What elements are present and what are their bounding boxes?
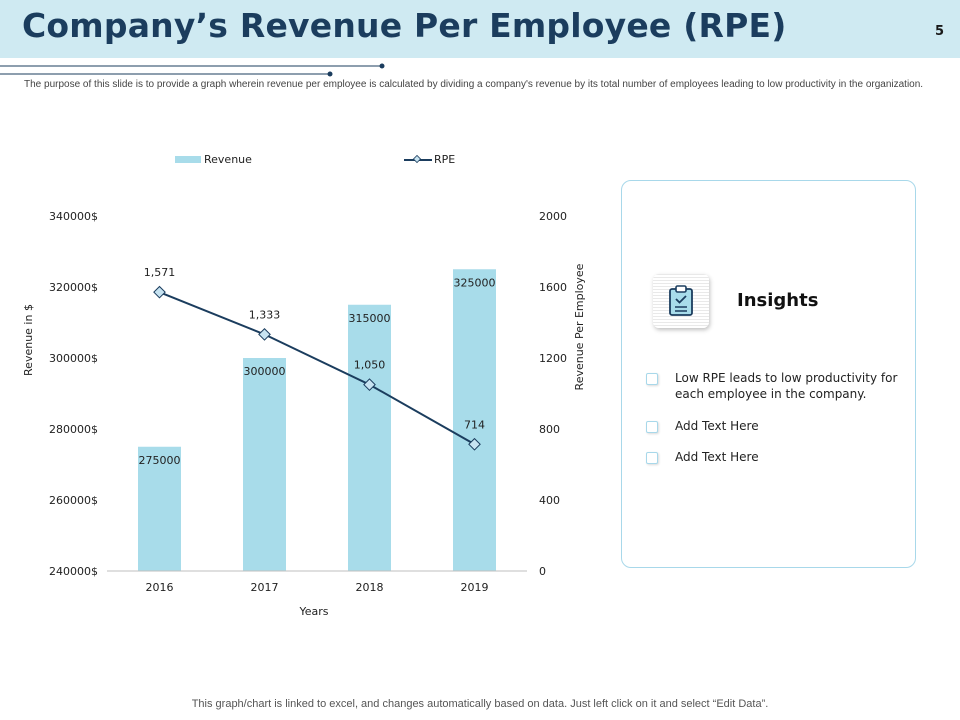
revenue-rpe-chart[interactable]: Revenue RPE 275000 300000 315000 325000 201… bbox=[0, 130, 600, 630]
legend-label-revenue: Revenue bbox=[204, 153, 252, 166]
y2-tick-label-400: 400 bbox=[539, 494, 560, 507]
footer-note: This graph/chart is linked to excel, and… bbox=[191, 698, 769, 710]
insight-item-3: Add Text Here bbox=[675, 450, 759, 464]
bar-revenue-2016 bbox=[138, 446, 181, 571]
insights-card bbox=[621, 180, 916, 568]
y2-tick-label-1200: 1200 bbox=[539, 352, 567, 365]
rpe-marker-2017 bbox=[258, 328, 271, 341]
bar-revenue-2019 bbox=[453, 269, 496, 571]
legend-swatch-revenue bbox=[175, 156, 201, 163]
x-tick-label-2016: 2016 bbox=[146, 581, 174, 594]
bar-revenue-2018 bbox=[348, 304, 391, 571]
rpe-label-2019: 714 bbox=[464, 418, 485, 431]
rpe-marker-2019 bbox=[468, 437, 481, 451]
header-bar bbox=[0, 0, 960, 58]
rpe-marker-2018 bbox=[363, 378, 376, 391]
y-tick-label-340000: 340000$ bbox=[49, 210, 98, 223]
line-series: 1,571 1,333 1,050 714 bbox=[144, 266, 485, 451]
y-tick-label-260000: 260000$ bbox=[49, 494, 98, 507]
y2-tick-label-1600: 1600 bbox=[539, 281, 567, 294]
bullet-checkbox-2 bbox=[646, 421, 658, 433]
chart-legend: Revenue RPE bbox=[175, 153, 455, 166]
x-tick-label-2019: 2019 bbox=[461, 581, 489, 594]
x-axis-title: Years bbox=[298, 605, 328, 618]
y2-tick-label-800: 800 bbox=[539, 423, 560, 436]
rpe-marker-2016 bbox=[153, 285, 166, 299]
bullet-checkbox-1 bbox=[646, 373, 658, 385]
decorative-lines bbox=[0, 63, 385, 77]
y-tick-label-320000: 320000$ bbox=[49, 281, 98, 294]
insight-item-1: Low RPE leads to low productivity for ea… bbox=[675, 371, 898, 401]
y2-axis-title: Revenue Per Employee bbox=[573, 263, 586, 390]
bar-revenue-2017 bbox=[243, 358, 286, 571]
insight-item-2: Add Text Here bbox=[675, 419, 759, 433]
y2-tick-label-2000: 2000 bbox=[539, 210, 567, 223]
bar-label-2017: 300000 bbox=[244, 365, 286, 378]
clipboard-icon bbox=[669, 285, 693, 316]
rpe-label-2017: 1,333 bbox=[249, 308, 281, 321]
page-number: 5 bbox=[934, 24, 944, 39]
chart-axes: 2016 2017 2018 2019 240000$ 260000$ 280000$ 300… bbox=[49, 210, 567, 594]
slide-description: The purpose of this slide is to provide … bbox=[24, 79, 924, 90]
x-tick-label-2018: 2018 bbox=[356, 581, 384, 594]
rpe-label-2018: 1,050 bbox=[354, 359, 386, 372]
rpe-line bbox=[159, 291, 475, 446]
y-tick-label-300000: 300000$ bbox=[49, 352, 98, 365]
insights-title: Insights bbox=[737, 290, 819, 311]
bar-label-2018: 315000 bbox=[349, 312, 391, 325]
y2-tick-label-0: 0 bbox=[539, 565, 546, 578]
x-tick-label-2017: 2017 bbox=[251, 581, 279, 594]
bullet-checkbox-3 bbox=[646, 452, 658, 464]
y-tick-label-240000: 240000$ bbox=[49, 565, 98, 578]
bar-label-2019: 325000 bbox=[454, 276, 496, 289]
y-axis-title: Revenue in $ bbox=[22, 304, 35, 376]
bar-series: 275000 300000 315000 325000 bbox=[138, 269, 496, 571]
y-tick-label-280000: 280000$ bbox=[49, 423, 98, 436]
rpe-label-2016: 1,571 bbox=[144, 266, 176, 279]
bar-label-2016: 275000 bbox=[139, 454, 181, 467]
page-title: Company’s Revenue Per Employee (RPE) bbox=[22, 6, 787, 45]
legend-label-rpe: RPE bbox=[434, 153, 455, 166]
legend-marker-rpe bbox=[412, 154, 422, 164]
insights-icon-tile bbox=[653, 274, 709, 328]
